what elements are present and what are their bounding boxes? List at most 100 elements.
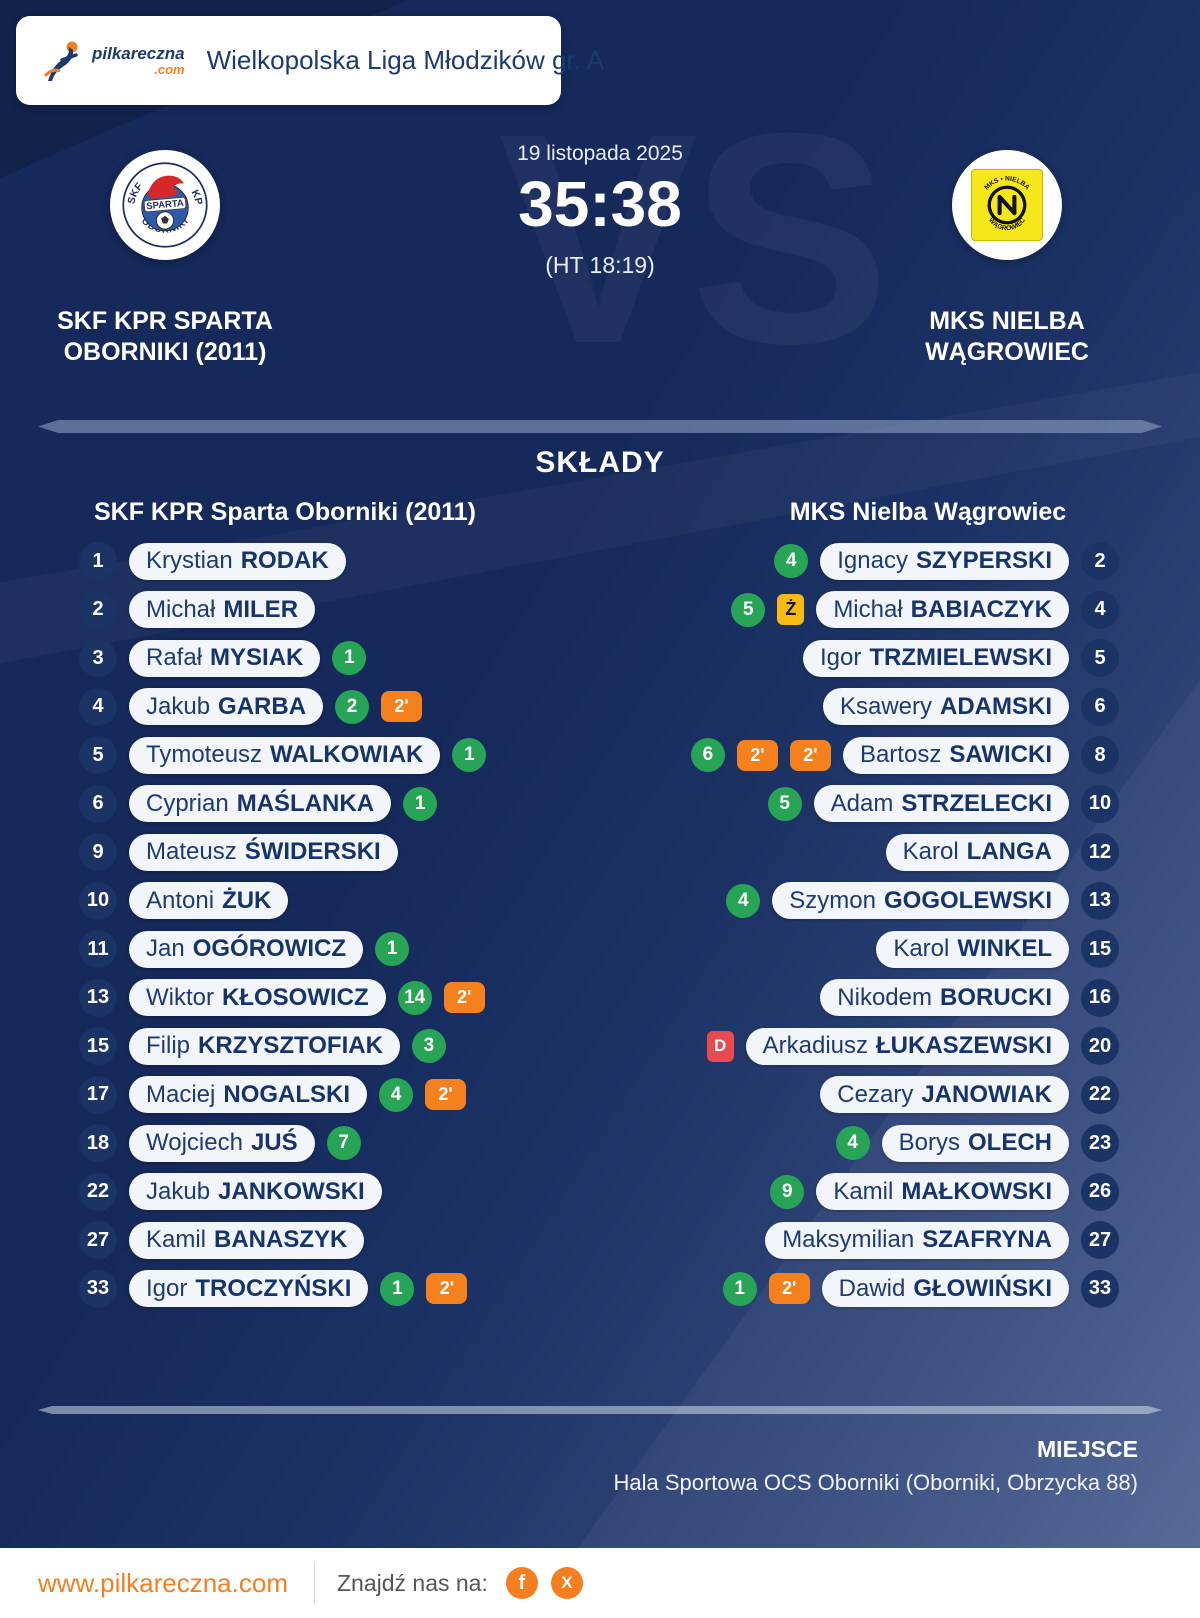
final-score: 35:38 <box>518 168 682 240</box>
player-row: 2 Michał MILER <box>0 586 600 635</box>
player-name-pill: Nikodem BORUCKI <box>820 979 1069 1017</box>
player-name-pill: Ignacy SZYPERSKI <box>820 542 1069 580</box>
player-number: 33 <box>1081 1269 1119 1308</box>
player-name-pill: Kamil MAŁKOWSKI <box>816 1173 1069 1211</box>
player-row: 33 Igor TROCZYŃSKI 1 2' <box>0 1265 600 1314</box>
player-name-pill: Jakub GARBA <box>129 688 324 726</box>
goals-badge: 6 <box>690 738 725 773</box>
find-us-label: Znajdź nas na: <box>336 1569 488 1596</box>
away-team-crest: MKS • NIELBA WĄGROWIEC <box>952 150 1062 260</box>
player-first-name: Ksawery <box>839 692 932 720</box>
player-row: 22 Jakub JANKOWSKI <box>0 1168 600 1217</box>
player-last-name: SZYPERSKI <box>915 547 1052 575</box>
player-first-name: Nikodem <box>837 983 932 1011</box>
player-number: 6 <box>79 784 117 823</box>
player-last-name: BABIACZYK <box>910 595 1052 623</box>
goals-badge: 1 <box>380 1271 415 1306</box>
player-first-name: Cezary <box>837 1080 914 1108</box>
player-first-name: Dawid <box>838 1274 906 1302</box>
league-title: Wielkopolska Liga Młodzików gr. A <box>206 45 605 75</box>
player-name-pill: Bartosz SAWICKI <box>842 736 1069 774</box>
player-number: 26 <box>1081 1172 1119 1211</box>
player-last-name: TRZMIELEWSKI <box>869 644 1052 672</box>
player-number: 27 <box>79 1221 117 1260</box>
section-divider <box>38 420 1162 433</box>
player-row: 4 Szymon GOGOLEWSKI 13 <box>600 877 1200 926</box>
player-first-name: Wojciech <box>146 1129 243 1157</box>
player-number: 4 <box>79 687 117 726</box>
player-first-name: Antoni <box>146 886 215 914</box>
logo-tld-text: .com <box>154 62 185 77</box>
home-team-name-line2: OBORNIKI (2011) <box>63 338 267 366</box>
player-name-pill: Antoni ŻUK <box>129 882 289 920</box>
susp-card-badge: 2' <box>789 739 831 771</box>
goals-badge: 14 <box>397 980 432 1015</box>
player-name-pill: Jakub JANKOWSKI <box>129 1173 382 1211</box>
player-name-pill: Maciej NOGALSKI <box>129 1076 368 1114</box>
website-link[interactable]: www.pilkareczna.com <box>38 1567 288 1598</box>
player-row: 10 Antoni ŻUK <box>0 877 600 926</box>
player-first-name: Maksymilian <box>782 1226 915 1254</box>
player-first-name: Adam <box>830 789 894 817</box>
sparta-oborniki-crest-icon: SKF KPR OBORNIKI SPARTA <box>122 162 208 248</box>
player-number: 13 <box>1081 881 1119 920</box>
player-number: 22 <box>1081 1075 1119 1114</box>
venue-label: MIEJSCE <box>1037 1436 1138 1462</box>
player-row: 3 Rafał MYSIAK 1 <box>0 634 600 683</box>
player-first-name: Jakub <box>146 692 211 720</box>
logo-brand-text: pilkareczna <box>92 44 185 63</box>
yellow-card-badge: Ż <box>777 594 805 626</box>
player-row: D Arkadiusz ŁUKASZEWSKI 20 <box>600 1022 1200 1071</box>
player-last-name: JANOWIAK <box>921 1080 1052 1108</box>
player-last-name: MAŁKOWSKI <box>901 1177 1052 1205</box>
player-first-name: Bartosz <box>859 741 942 769</box>
player-name-pill: Tymoteusz WALKOWIAK <box>129 736 441 774</box>
player-number: 9 <box>79 833 117 872</box>
player-row: 1 2' Dawid GŁOWIŃSKI 33 <box>600 1265 1200 1314</box>
facebook-icon[interactable]: f <box>505 1567 538 1599</box>
player-first-name: Igor <box>819 644 862 672</box>
player-number: 23 <box>1081 1124 1119 1163</box>
player-row: 4 Jakub GARBA 2 2' <box>0 683 600 732</box>
away-team: MKS • NIELBA WĄGROWIEC MKS NIELBA WĄGROW… <box>842 150 1172 368</box>
player-row: 6 Cyprian MAŚLANKA 1 <box>0 780 600 829</box>
goals-badge: 1 <box>722 1271 757 1306</box>
away-team-name: MKS NIELBA WĄGROWIEC <box>925 306 1089 368</box>
home-team-name: SKF KPR SPARTA OBORNIKI (2011) <box>57 306 273 368</box>
susp-card-badge: 2' <box>736 739 778 771</box>
player-first-name: Kamil <box>146 1226 207 1254</box>
player-name-pill: Cyprian MAŚLANKA <box>129 785 392 823</box>
handball-player-icon <box>44 41 78 81</box>
player-row: 1 Krystian RODAK <box>0 537 600 586</box>
player-row: 9 Mateusz ŚWIDERSKI <box>0 828 600 877</box>
player-first-name: Kamil <box>833 1177 894 1205</box>
player-row: 5 Ż Michał BABIACZYK 4 <box>600 586 1200 635</box>
home-lineup-header: SKF KPR Sparta Oborniki (2011) <box>93 498 477 526</box>
player-name-pill: Mateusz ŚWIDERSKI <box>129 833 398 871</box>
player-row: 4 Borys OLECH 23 <box>600 1119 1200 1168</box>
player-number: 6 <box>1081 687 1119 726</box>
player-number: 15 <box>79 1027 117 1066</box>
player-last-name: LANGA <box>966 838 1052 866</box>
player-first-name: Michał <box>146 595 216 623</box>
player-number: 8 <box>1081 736 1119 775</box>
away-lineup-list: 4 Ignacy SZYPERSKI 2 5 Ż Michał BABIACZYK 4 Igor T… <box>600 537 1200 1313</box>
site-footer: www.pilkareczna.com Znajdź nas na: f X <box>0 1548 1200 1618</box>
player-name-pill: Cezary JANOWIAK <box>820 1076 1069 1114</box>
goals-badge: 3 <box>411 1029 446 1064</box>
player-row: 17 Maciej NOGALSKI 4 2' <box>0 1071 600 1120</box>
player-last-name: RODAK <box>240 547 329 575</box>
goals-badge: 9 <box>770 1174 805 1209</box>
player-name-pill: Dawid GŁOWIŃSKI <box>821 1270 1069 1308</box>
x-icon[interactable]: X <box>550 1567 583 1599</box>
player-first-name: Jakub <box>146 1177 211 1205</box>
player-row: Maksymilian SZAFRYNA 27 <box>600 1216 1200 1265</box>
player-first-name: Tymoteusz <box>146 741 263 769</box>
player-number: 4 <box>1081 590 1119 629</box>
player-number: 15 <box>1081 930 1119 969</box>
away-team-name-line2: WĄGROWIEC <box>925 338 1089 366</box>
player-number: 5 <box>79 736 117 775</box>
player-last-name: GARBA <box>218 692 307 720</box>
player-number: 33 <box>79 1269 117 1308</box>
player-first-name: Filip <box>146 1032 191 1060</box>
